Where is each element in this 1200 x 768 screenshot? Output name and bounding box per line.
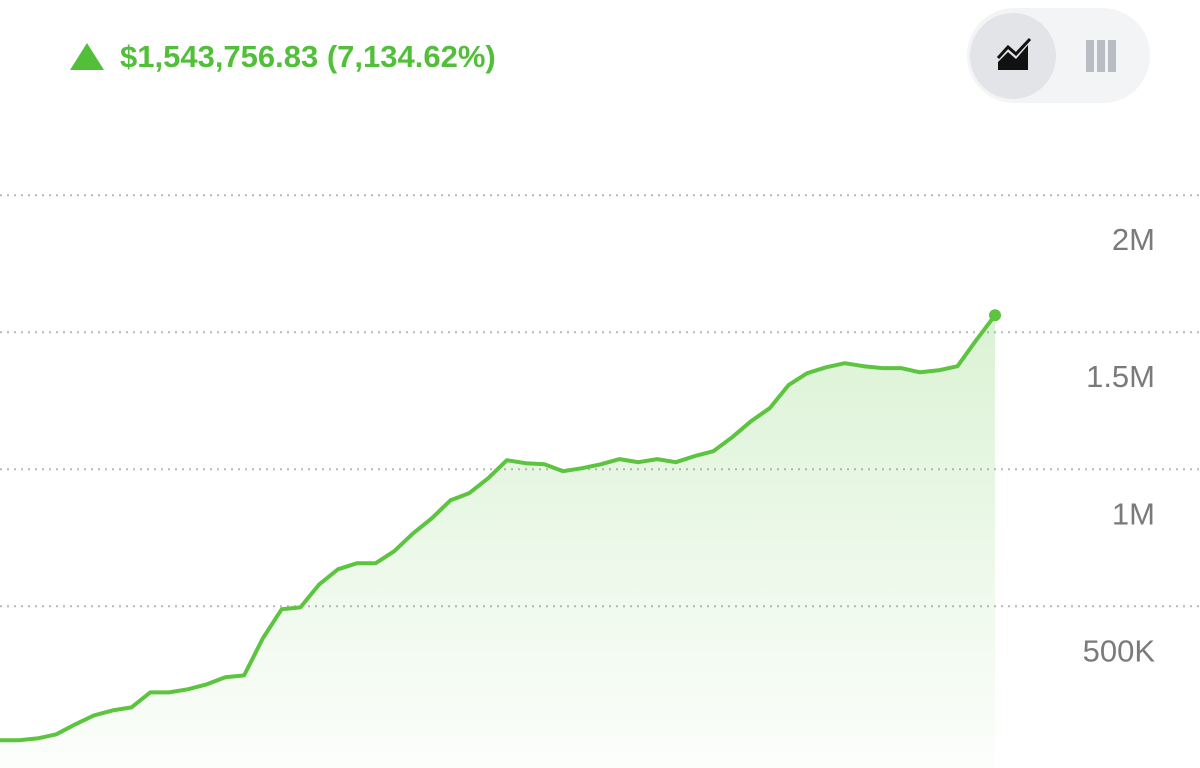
area-fill: [0, 315, 995, 768]
change-label: $1,543,756.83 (7,134.62%): [120, 39, 496, 74]
line-icon-area: [998, 45, 1028, 70]
active-button-bg: [970, 13, 1056, 99]
bar-icon: [1108, 40, 1116, 72]
bar-icon: [1086, 40, 1094, 72]
value-line: [0, 314, 997, 743]
chart-toggle: [967, 8, 1150, 103]
bar-view-button[interactable]: [1086, 40, 1116, 72]
y-tick-label: 1.5M: [1086, 359, 1155, 394]
line-icon: [996, 37, 1032, 60]
y-tick-label: 1M: [1112, 496, 1155, 531]
bar-icon: [1097, 40, 1105, 72]
end-point: [989, 309, 1001, 322]
up-arrow: [70, 43, 104, 70]
y-tick-label: 500K: [1083, 633, 1156, 668]
line-view-button[interactable]: [970, 13, 1056, 99]
y-tick-label: 2M: [1112, 222, 1155, 257]
